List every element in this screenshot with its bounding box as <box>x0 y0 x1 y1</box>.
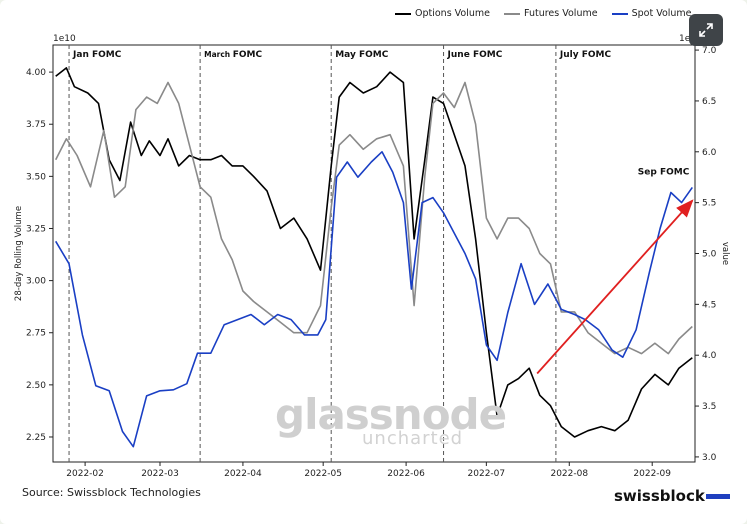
sep-fomc-label: Sep FOMC <box>638 168 690 178</box>
legend-label-options: Options Volume <box>415 8 491 19</box>
y-tick-label: 3.25 <box>26 224 46 234</box>
x-tick-label: 2022-03 <box>141 469 179 479</box>
legend-label-spot: Spot Volume <box>631 8 692 19</box>
legend-swatch-options <box>395 12 411 15</box>
legend-swatch-spot <box>611 12 628 15</box>
legend-item-options: Options Volume <box>395 8 490 19</box>
annotation-layer: Sep FOMC <box>536 168 694 375</box>
expand-icon <box>699 23 713 37</box>
y-tick-label: 2.75 <box>26 329 46 339</box>
y-tick-label: 3.00 <box>26 277 46 287</box>
event-label: July FOMC <box>559 50 612 60</box>
series-line-futures <box>54 81 693 355</box>
x-tick-label: 2022-02 <box>66 469 104 479</box>
series-layer <box>54 67 693 448</box>
y2-tick-label: 3.5 <box>702 402 716 412</box>
brand-logo: swissblock <box>614 487 705 505</box>
y2-tick-label: 5.0 <box>702 250 717 260</box>
y2-tick-label: 7.0 <box>702 46 717 56</box>
x-tick-label: 2022-04 <box>224 469 262 479</box>
plot-area <box>52 44 696 463</box>
x-tick-label: 2022-08 <box>550 469 588 479</box>
trend-arrow <box>536 199 694 375</box>
legend-label-futures: Futures Volume <box>524 8 598 19</box>
watermark-sub: uncharted <box>362 428 464 449</box>
y-tick-label: 2.25 <box>26 433 46 443</box>
y2-axis-label: value <box>720 242 730 265</box>
event-label: Jan FOMC <box>72 50 122 60</box>
series-line-options <box>55 67 693 438</box>
event-label: June FOMC <box>447 50 503 60</box>
y-tick-label: 3.50 <box>26 172 46 182</box>
x-tick-label: 2022-07 <box>468 469 506 479</box>
x-tick-label: 2022-09 <box>633 469 671 479</box>
events-layer: Jan FOMC March FOMC May FOMC June FOMC July … <box>68 45 612 462</box>
series-line-spot <box>55 151 693 448</box>
legend-item-futures: Futures Volume <box>504 8 598 19</box>
event-label: March FOMC <box>204 50 262 60</box>
y-tick-label: 3.75 <box>26 120 46 130</box>
source-note: Source: Swissblock Technologies <box>22 486 201 499</box>
chart-legend: Options Volume Futures Volume Spot Volum… <box>395 8 692 19</box>
y-axis-label: 28-day Rolling Volume <box>14 206 24 301</box>
y-tick-label: 4.00 <box>26 68 46 78</box>
y2-tick-label: 5.5 <box>702 199 716 209</box>
y-offset-label: 1e10 <box>53 34 76 44</box>
legend-swatch-futures <box>504 12 521 15</box>
legend-item-spot: Spot Volume <box>611 8 692 19</box>
y2-tick-label: 4.5 <box>702 300 716 310</box>
x-tick-label: 2022-05 <box>304 469 342 479</box>
brand-bar-icon <box>706 494 730 499</box>
y2-tick-label: 6.5 <box>702 97 716 107</box>
y2-offset-label: 1e8 <box>679 34 696 44</box>
expand-button[interactable] <box>689 14 723 46</box>
y-tick-label: 2.50 <box>26 381 46 391</box>
y2-tick-label: 6.0 <box>702 148 717 158</box>
axes-layer: 2.25 2.50 2.75 3.00 3.25 3.50 3.75 4.00 3.0 3.5 4.… <box>14 34 730 479</box>
x-tick-label: 2022-06 <box>387 469 425 479</box>
watermark-brand: glassnode <box>275 390 507 439</box>
y2-tick-label: 3.0 <box>702 453 717 463</box>
y2-tick-label: 4.0 <box>702 351 717 361</box>
event-label: May FOMC <box>335 50 389 60</box>
